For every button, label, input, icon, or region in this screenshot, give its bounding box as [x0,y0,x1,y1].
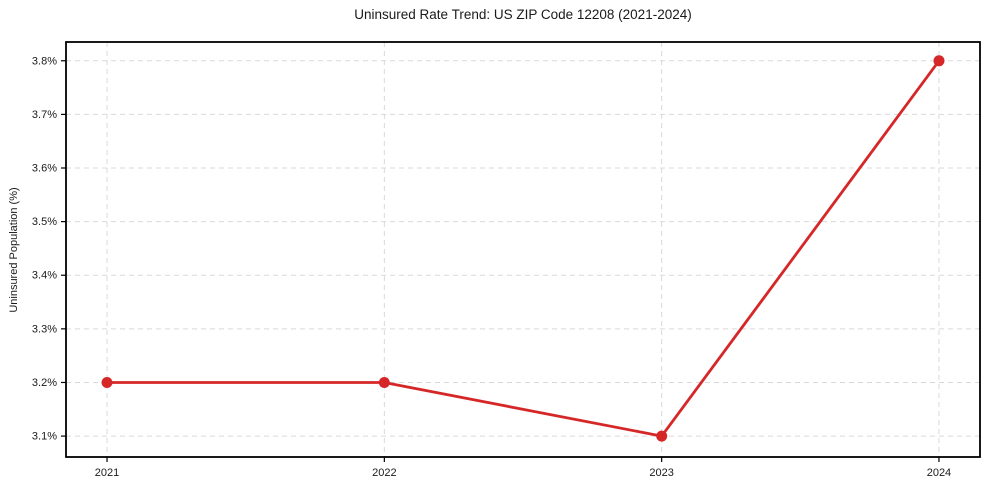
y-tick-label: 3.8% [32,55,57,67]
y-tick-label: 3.6% [32,163,57,175]
data-point-marker [101,377,113,388]
x-tick-label: 2024 [927,467,951,479]
trend-line [105,59,941,438]
data-point-marker [378,377,390,388]
x-tick-label: 2023 [649,467,673,479]
y-tick-label: 3.2% [32,377,57,389]
data-point-marker [656,430,668,442]
y-tick-label: 3.5% [32,216,57,228]
y-tick-label: 3.7% [32,109,57,121]
x-tick-label: 2021 [95,467,119,479]
plot-frame [65,41,981,458]
x-tick-label: 2022 [372,467,396,479]
y-tick-label: 3.1% [32,431,57,443]
y-tick-label: 3.4% [32,270,57,282]
y-tick-label: 3.3% [32,323,57,335]
chart-title: Uninsured Rate Trend: US ZIP Code 12208 … [354,7,692,22]
data-point-marker [933,55,945,67]
